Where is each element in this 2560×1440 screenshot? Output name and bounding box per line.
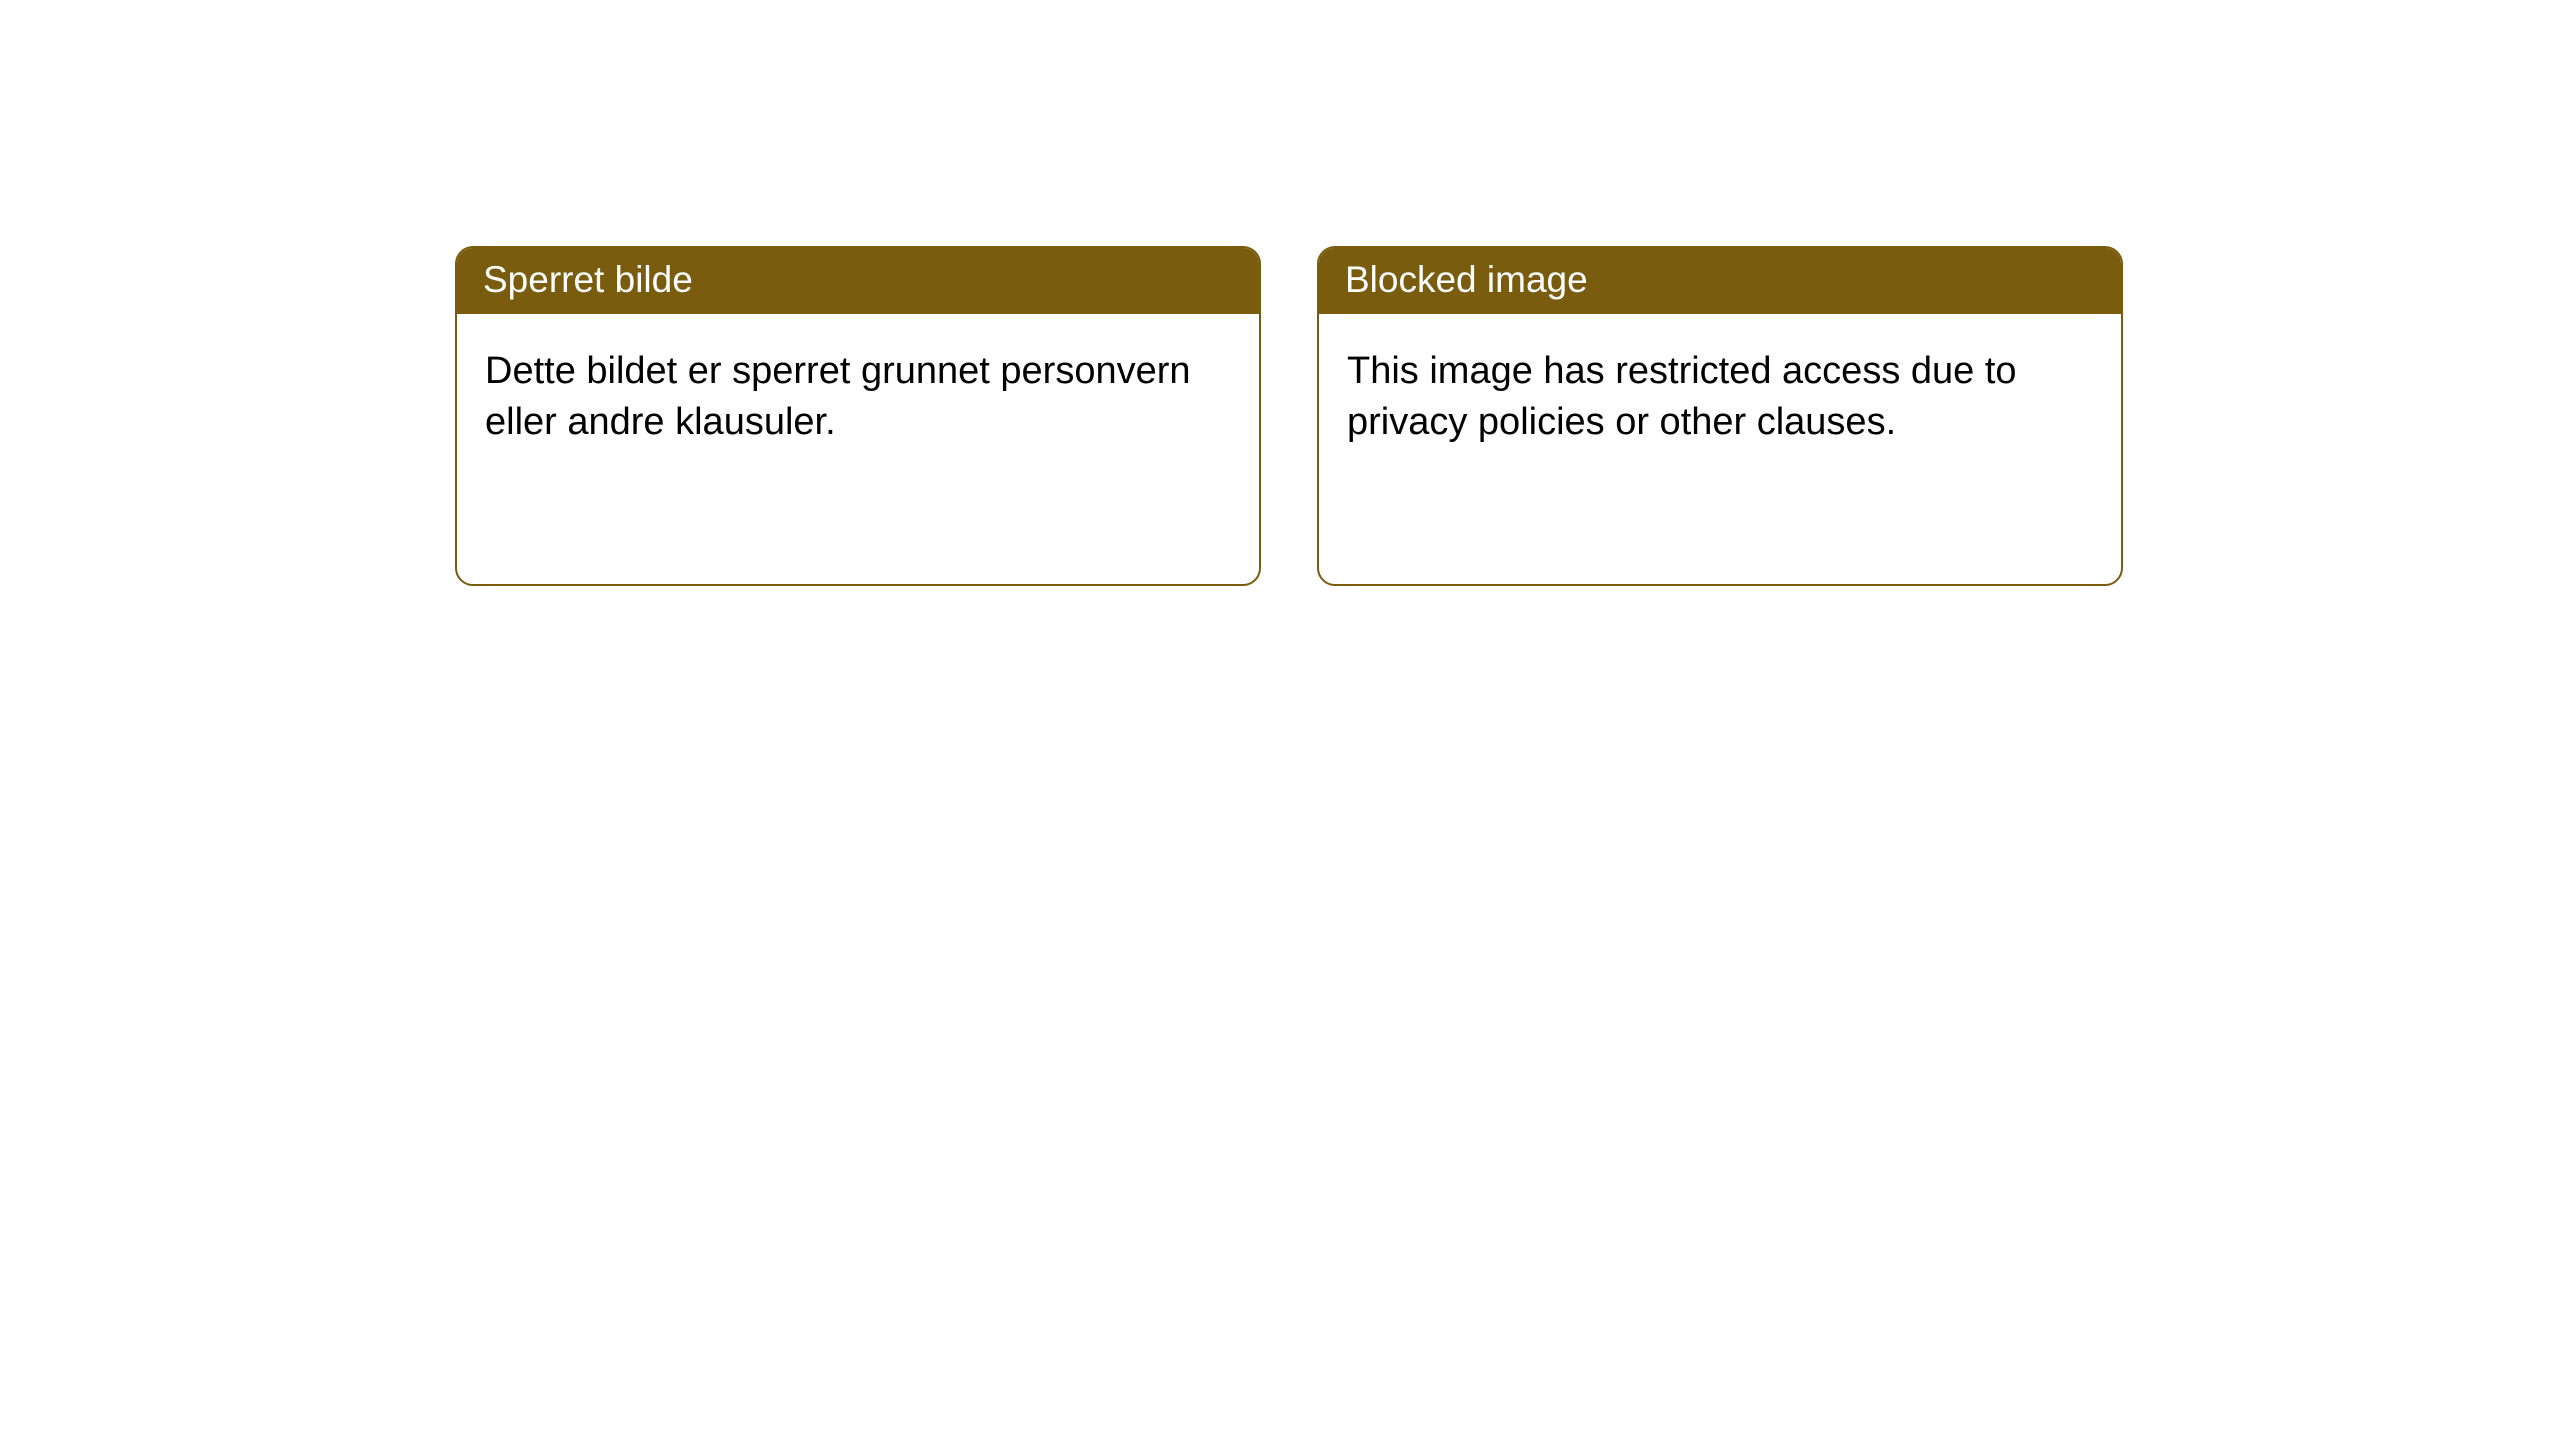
notice-card-norwegian: Sperret bilde Dette bildet er sperret gr…: [455, 246, 1261, 586]
notice-header-norwegian: Sperret bilde: [457, 248, 1259, 314]
notice-body-norwegian: Dette bildet er sperret grunnet personve…: [457, 314, 1259, 584]
notice-header-english: Blocked image: [1319, 248, 2121, 314]
notice-body-english: This image has restricted access due to …: [1319, 314, 2121, 584]
notice-card-english: Blocked image This image has restricted …: [1317, 246, 2123, 586]
notice-container: Sperret bilde Dette bildet er sperret gr…: [0, 0, 2560, 586]
